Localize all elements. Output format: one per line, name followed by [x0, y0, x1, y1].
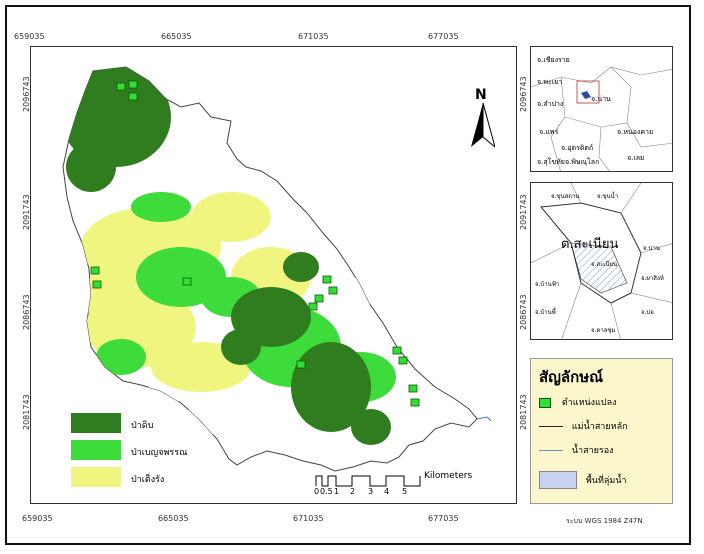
plot-markers	[90, 80, 420, 407]
legend-swatch-dense-forest	[71, 413, 121, 433]
scale-label-3: 3	[368, 487, 374, 496]
minor-stream-line-icon	[539, 450, 563, 451]
legend-label-mixed-forest: ป่าเบญจพรรณ	[131, 448, 188, 458]
y-tick-right-2: 2091743	[519, 194, 528, 230]
scale-label-1: 1	[334, 487, 340, 496]
main-river-line-icon	[539, 426, 563, 427]
district-label-7: จ.บ่อ	[641, 309, 654, 316]
province-label-nan: จ.น่าน	[591, 95, 611, 103]
map-frame	[5, 5, 691, 545]
province-label-nongkhai: จ.หนองคาย	[617, 128, 654, 136]
legend-label-main-river: แม่น้ำสายหลัก	[571, 422, 628, 432]
legend-swatch-mixed-forest	[71, 440, 121, 460]
district-boundaries	[531, 183, 672, 339]
scale-label-0: 0	[314, 487, 320, 496]
x-tick-top-4: 677035	[428, 32, 459, 41]
scale-label-05: 0.5	[320, 487, 333, 496]
province-label-phayao: จ.พะเยา	[537, 78, 563, 86]
district-label-9: จ.ตาลชุม	[591, 327, 616, 334]
x-tick-bottom-2: 665035	[158, 514, 189, 523]
scale-unit: Kilometers	[424, 471, 473, 481]
y-tick-right-1: 2096743	[519, 76, 528, 112]
district-label-5: จ.สะเนียน	[591, 261, 618, 268]
legend-label-watershed: พื้นที่ลุ่มน้ำ	[585, 475, 627, 486]
legend-label-dense-forest: ป่าดิบ	[131, 421, 154, 431]
x-tick-top-1: 659035	[14, 32, 45, 41]
legend-title: สัญลักษณ์	[539, 368, 604, 386]
study-area-box	[576, 80, 600, 104]
legend-swatch-dry-forest	[71, 467, 121, 487]
province-label-loei: จ.เลย	[627, 154, 645, 162]
scale-label-4: 4	[384, 487, 390, 496]
legend-item-main-river: แม่น้ำสายหลัก	[539, 419, 628, 433]
legend-item-watershed: พื้นที่ลุ่มน้ำ	[539, 471, 627, 489]
north-arrow: N	[471, 87, 496, 153]
district-label-4: จ.ผาสิงห์	[641, 275, 664, 282]
province-boundaries	[531, 66, 672, 171]
x-tick-top-2: 665035	[161, 32, 192, 41]
x-tick-bottom-3: 671035	[293, 514, 324, 523]
main-map[interactable]: ป่าดิบ ป่าเบญจพรรณ ป่าเต็งรัง N Kilomete…	[30, 46, 517, 504]
province-label-lampang: จ.ลำปาง	[537, 100, 564, 108]
district-label-2: จ.ขุนน้ำ	[597, 193, 619, 200]
scale-label-2: 2	[350, 487, 356, 496]
x-tick-top-3: 671035	[298, 32, 329, 41]
province-label-sukhothai: จ.สุโขทัย	[537, 158, 565, 166]
district-label-6: จ.น่าน	[643, 245, 660, 252]
y-tick-right-4: 2081743	[519, 394, 528, 430]
x-tick-bottom-1: 659035	[22, 514, 53, 523]
province-label-uttaradit: จ.อุตรดิตถ์	[561, 144, 594, 152]
legend-label-plot: ตำแหน่งแปลง	[561, 398, 617, 408]
legend-item-minor-stream: น้ำสายรอง	[539, 443, 614, 457]
x-tick-bottom-4: 677035	[428, 514, 459, 523]
north-arrow-icon	[471, 102, 496, 149]
forest-map-svg	[62, 66, 492, 487]
legend-label-dry-forest: ป่าเต็งรัง	[131, 475, 165, 485]
province-label-phrae: จ.แพร่	[539, 128, 559, 136]
scale-bar: Kilometers 0 0.5 1 2 3 4 5	[314, 471, 472, 503]
province-label-phitsanulok: จ.พิษณุโลก	[565, 158, 600, 166]
legend-item-plot: ตำแหน่งแปลง	[539, 395, 616, 409]
district-label-3: จ.บ้านฟ้า	[535, 281, 560, 288]
inset-district-map[interactable]: ต.สะเนียน จ.ขุนสถาน จ.ขุนน้ำ จ.บ้านฟ้า จ…	[530, 182, 673, 340]
district-label-8: จ.บ้านพี้	[535, 309, 556, 316]
province-label-chiangrai: จ.เชียงราย	[537, 56, 570, 64]
north-label: N	[475, 87, 487, 103]
y-tick-right-3: 2086743	[519, 294, 528, 330]
watershed-area-icon	[539, 471, 577, 489]
legend-panel: สัญลักษณ์ ตำแหน่งแปลง แม่น้ำสายหลัก น้ำส…	[530, 358, 673, 504]
district-label-1: จ.ขุนสถาน	[551, 193, 580, 200]
scale-label-5: 5	[402, 487, 408, 496]
crs-label: ระบบ WGS 1984 Z47N	[566, 517, 643, 525]
legend-label-minor-stream: น้ำสายรอง	[571, 446, 614, 456]
district-title: ต.สะเนียน	[561, 237, 619, 252]
scale-bar-graphic	[315, 475, 421, 487]
inset-province-map[interactable]: จ.เชียงราย จ.พะเยา จ.น่าน จ.ลำปาง จ.แพร่…	[530, 46, 673, 172]
plot-marker-icon	[539, 397, 551, 408]
